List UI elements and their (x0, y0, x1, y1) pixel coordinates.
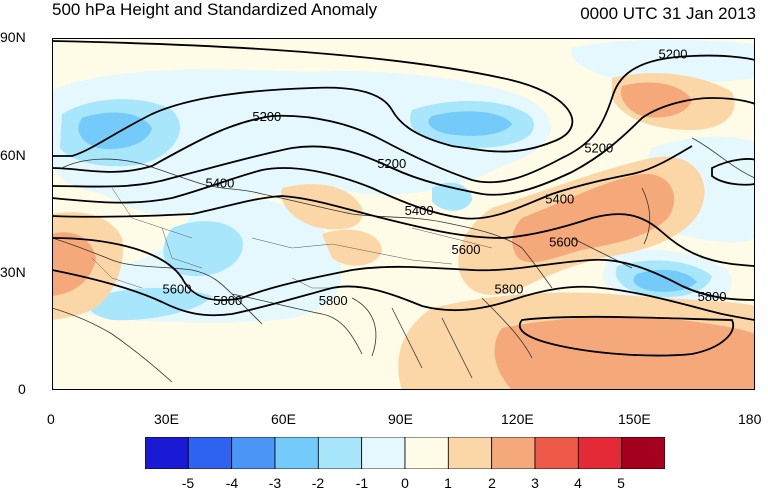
colorbar-label: 0 (401, 475, 409, 491)
colorbar-cell (404, 437, 449, 469)
contour-label: 5800 (494, 281, 523, 296)
lat-tick-label: 30N (0, 264, 26, 280)
contour-label: 5400 (205, 176, 234, 191)
lon-tick-label: 0 (47, 411, 55, 427)
colorbar-cell (187, 437, 233, 469)
colorbar-cell (274, 437, 319, 469)
colorbar-cell (577, 437, 623, 469)
colorbar-label: -1 (355, 475, 369, 491)
contour-label: 5600 (452, 242, 481, 257)
map-timestamp: 0000 UTC 31 Jan 2013 (580, 4, 756, 23)
lon-tick-label: 60E (271, 411, 296, 427)
colorbar-cell (231, 437, 276, 469)
contour-label: 5600 (549, 234, 578, 249)
contour-label: 5800 (319, 293, 348, 308)
lon-tick-label: 30E (154, 411, 179, 427)
colorbar-label: -2 (311, 475, 325, 491)
contour-label-layer: 5200 5200 5200 5200 5400 5400 5400 5600 5600 5600… (163, 47, 727, 308)
colorbar-label: 4 (574, 475, 582, 491)
anomaly-minus3-regions (78, 111, 697, 292)
lat-tick-label: 90N (0, 29, 26, 45)
colorbar-label: 1 (444, 475, 452, 491)
coastlines (52, 137, 755, 383)
map-panel: 5200 5200 5200 5200 5400 5400 5400 5600 5600 5600… (52, 38, 755, 390)
colorbar-cell (145, 437, 189, 469)
colorbar-label: -3 (268, 475, 282, 491)
contour-label: 5200 (584, 141, 613, 156)
colorbar-label: 5 (617, 475, 625, 491)
contour-label: 5200 (377, 156, 406, 171)
contour-label: 5400 (405, 203, 434, 218)
lon-tick-label: 120E (501, 411, 534, 427)
colorbar-label: -4 (225, 475, 239, 491)
map-border (52, 38, 755, 390)
colorbar-cell (534, 437, 579, 469)
map-canvas: 5200 5200 5200 5200 5400 5400 5400 5600 5600 5600… (52, 38, 755, 390)
map-title: 500 hPa Height and Standardized Anomaly (52, 0, 378, 19)
contour-label: 5800 (698, 289, 727, 304)
height-contours (52, 40, 755, 357)
lat-tick-label: 60N (0, 147, 26, 163)
lon-tick-label: 90E (388, 411, 413, 427)
colorbar-label: 3 (531, 475, 539, 491)
contour-label: 5600 (163, 281, 192, 296)
colorbar-label: 2 (488, 475, 496, 491)
colorbar (145, 437, 665, 469)
colorbar-cell (491, 437, 536, 469)
contour-label: 5200 (659, 47, 688, 62)
contour-label: 5200 (252, 109, 281, 124)
colorbar-cell (317, 437, 363, 469)
lon-tick-label: 150E (618, 411, 651, 427)
colorbar-cell (447, 437, 493, 469)
lat-tick-label: 0 (18, 381, 26, 397)
contour-label: 5400 (545, 191, 574, 206)
colorbar-cell (621, 437, 665, 469)
lon-tick-label: 180 (738, 411, 762, 427)
colorbar-label: -5 (181, 475, 195, 491)
colorbar-cell (361, 437, 406, 469)
contour-label: 5800 (213, 293, 242, 308)
